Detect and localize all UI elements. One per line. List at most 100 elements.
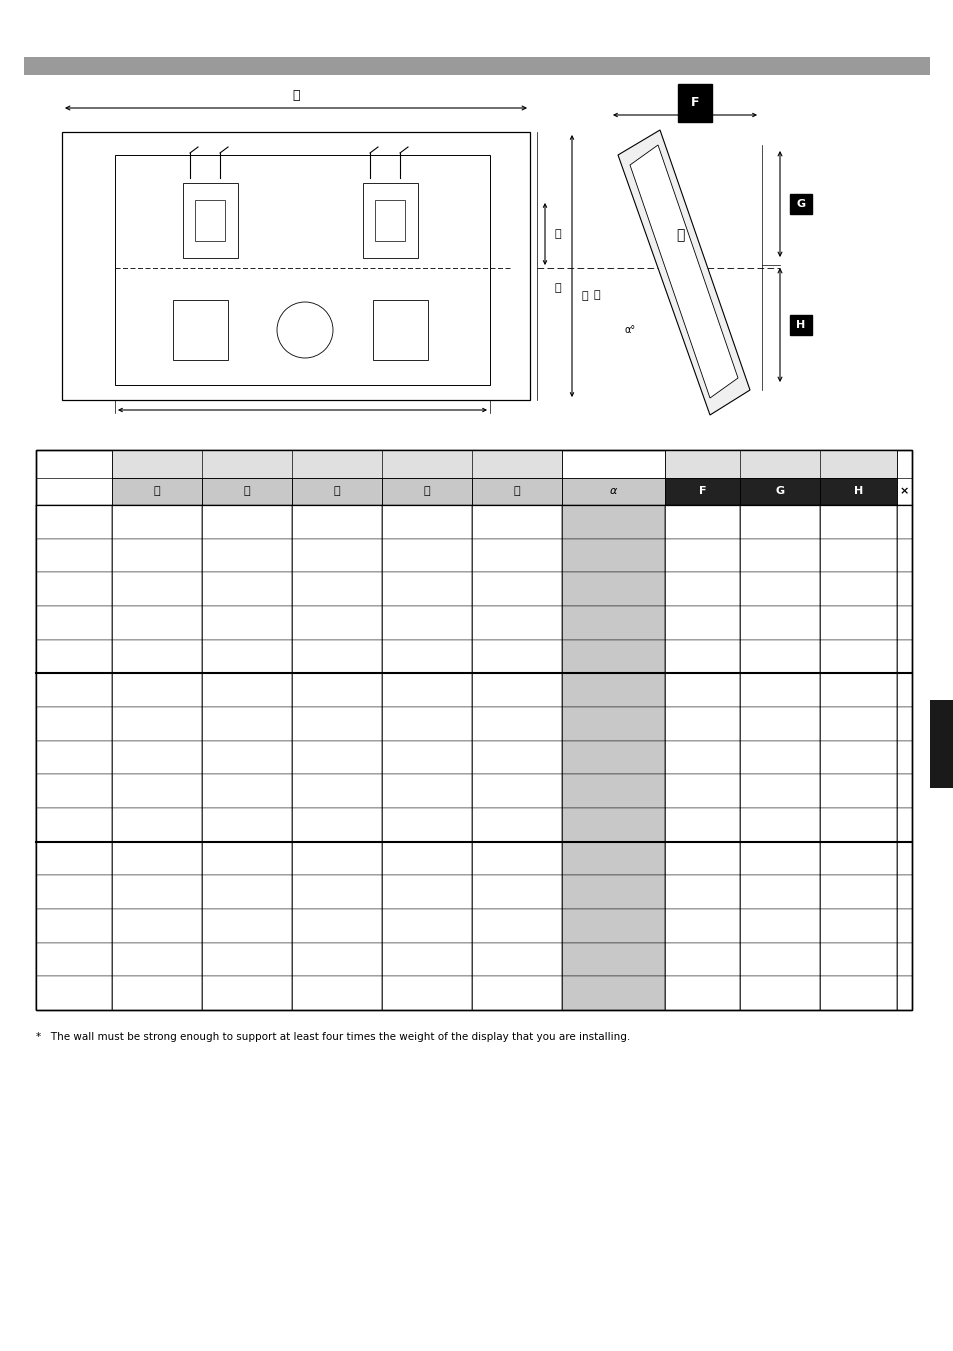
Bar — [112, 673, 202, 707]
Bar — [896, 607, 911, 639]
Bar — [472, 740, 561, 774]
Bar — [820, 875, 896, 909]
Bar — [381, 875, 472, 909]
Bar — [112, 943, 202, 977]
Bar — [896, 673, 911, 707]
Bar — [202, 707, 292, 740]
Bar — [112, 505, 202, 539]
Bar — [820, 977, 896, 1011]
Bar — [820, 573, 896, 607]
Bar — [740, 808, 820, 842]
FancyBboxPatch shape — [789, 195, 811, 213]
Text: Ⓒ: Ⓒ — [334, 486, 340, 497]
Bar — [112, 607, 202, 639]
Bar — [664, 740, 740, 774]
Bar — [381, 774, 472, 808]
Bar — [896, 573, 911, 607]
FancyBboxPatch shape — [789, 315, 811, 335]
Text: Ⓓ: Ⓓ — [423, 486, 430, 497]
Bar — [292, 909, 381, 943]
Bar — [292, 977, 381, 1011]
Bar — [381, 909, 472, 943]
Bar — [381, 505, 472, 539]
Bar — [381, 842, 472, 875]
Bar — [36, 673, 112, 707]
Text: Ⓐ: Ⓐ — [153, 486, 160, 497]
Bar — [896, 943, 911, 977]
Bar — [472, 573, 561, 607]
Bar — [292, 774, 381, 808]
Bar — [664, 875, 740, 909]
Text: ×: × — [899, 486, 908, 497]
Bar — [202, 478, 292, 505]
Bar — [292, 673, 381, 707]
Bar — [202, 977, 292, 1011]
Bar — [740, 740, 820, 774]
Bar — [820, 943, 896, 977]
Bar — [373, 300, 428, 359]
Text: Ⓑ: Ⓑ — [243, 486, 250, 497]
Bar — [561, 808, 664, 842]
Bar — [62, 132, 530, 400]
Text: α°: α° — [624, 326, 635, 335]
Text: Ⓐ: Ⓐ — [292, 89, 299, 101]
Bar — [381, 707, 472, 740]
Bar — [740, 639, 820, 673]
Bar — [740, 842, 820, 875]
Bar — [202, 673, 292, 707]
Bar — [381, 808, 472, 842]
Bar — [820, 639, 896, 673]
Bar — [292, 478, 381, 505]
Bar — [363, 182, 417, 258]
Bar — [664, 505, 740, 539]
Bar — [292, 607, 381, 639]
Bar — [820, 673, 896, 707]
Bar — [292, 639, 381, 673]
Text: F: F — [698, 486, 705, 497]
Bar — [112, 909, 202, 943]
Bar — [194, 200, 225, 242]
Bar — [202, 639, 292, 673]
Text: Ⓒ: Ⓒ — [675, 228, 683, 242]
Text: H: H — [853, 486, 862, 497]
Bar — [36, 505, 112, 539]
Bar — [36, 607, 112, 639]
Bar — [664, 639, 740, 673]
Bar — [740, 774, 820, 808]
Bar — [36, 450, 911, 1011]
Bar — [115, 155, 490, 385]
Bar — [112, 842, 202, 875]
Bar — [292, 505, 381, 539]
Text: F: F — [690, 96, 699, 109]
Bar — [36, 977, 112, 1011]
Bar — [740, 875, 820, 909]
Bar — [561, 539, 664, 573]
Bar — [112, 539, 202, 573]
Bar — [820, 607, 896, 639]
Bar — [36, 808, 112, 842]
Bar — [561, 909, 664, 943]
Bar — [472, 943, 561, 977]
Bar — [202, 808, 292, 842]
Bar — [472, 808, 561, 842]
Bar — [202, 774, 292, 808]
Bar — [472, 505, 561, 539]
Text: Ⓓ: Ⓓ — [555, 230, 561, 239]
Bar — [36, 875, 112, 909]
Bar — [896, 842, 911, 875]
Bar — [112, 774, 202, 808]
Bar — [472, 539, 561, 573]
Bar — [472, 842, 561, 875]
Bar — [740, 943, 820, 977]
Bar — [112, 450, 561, 478]
Bar — [820, 707, 896, 740]
Text: G: G — [775, 486, 783, 497]
Bar — [112, 875, 202, 909]
Bar — [472, 774, 561, 808]
Bar — [740, 607, 820, 639]
Bar — [561, 478, 664, 505]
Polygon shape — [629, 145, 738, 399]
Bar — [112, 478, 202, 505]
Bar — [112, 740, 202, 774]
Bar — [896, 977, 911, 1011]
